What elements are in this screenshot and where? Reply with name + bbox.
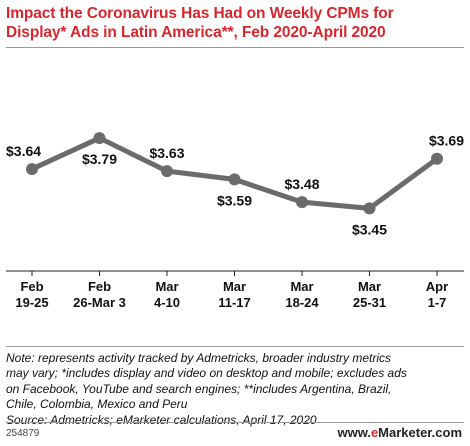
data-point <box>296 196 308 209</box>
source-line: Source: Admetricks; eMarketer calculatio… <box>6 412 317 427</box>
note-line: Note: represents activity tracked by Adm… <box>6 351 392 365</box>
x-tick-label: Apr <box>426 279 448 294</box>
note-line: Chile, Colombia, Mexico and Peru <box>6 397 188 412</box>
emarketer-logo[interactable]: www.eMarketer.com <box>337 425 462 440</box>
title-divider <box>6 47 464 48</box>
x-tick-label: Mar <box>358 279 381 294</box>
x-tick-label: 26-Mar 3 <box>73 295 126 310</box>
chart-id: 254879 <box>6 428 40 439</box>
footer-divider <box>6 422 464 423</box>
x-tick-label: Mar <box>290 279 313 294</box>
x-tick-label: 19-25 <box>15 295 48 310</box>
x-tick-label: 11-17 <box>218 295 251 310</box>
brand-e: e <box>370 425 379 440</box>
data-label: $3.64 <box>6 143 41 159</box>
x-tick-label: 1-7 <box>428 295 447 310</box>
x-tick-label: Mar <box>155 279 178 294</box>
brand-prefix: www. <box>337 425 371 440</box>
data-label: $3.69 <box>429 133 464 149</box>
note-line: may vary; *includes display and video on… <box>6 366 407 381</box>
brand-suffix: .com <box>431 425 462 440</box>
x-tick-label: 4-10 <box>154 295 180 310</box>
data-label: $3.63 <box>149 145 184 161</box>
data-point <box>431 152 443 165</box>
x-tick-label: Mar <box>223 279 246 294</box>
data-label: $3.48 <box>284 176 319 192</box>
chart-title-line-2: Display* Ads in Latin America**, Feb 202… <box>6 24 386 41</box>
x-tick-label: 18-24 <box>285 295 319 310</box>
data-point <box>363 202 376 215</box>
data-label: $3.59 <box>217 192 252 208</box>
data-point <box>228 173 241 186</box>
note-divider <box>6 346 464 347</box>
x-tick-label: 25-31 <box>353 295 386 310</box>
data-point <box>161 165 173 178</box>
data-label: $3.79 <box>82 151 117 167</box>
chart-title: Impact the Coronavirus Has Had on Weekly… <box>6 4 464 42</box>
note-line: on Facebook, YouTube and search engines;… <box>6 381 392 396</box>
x-tick-label: Feb <box>20 279 43 294</box>
data-label: $3.45 <box>352 221 387 237</box>
data-point <box>26 163 38 176</box>
data-point <box>93 132 106 145</box>
x-tick-label: Feb <box>88 279 111 294</box>
chart-title-line-1: Impact the Coronavirus Has Had on Weekly… <box>6 5 394 22</box>
chart-note: Note: represents activity tracked by Adm… <box>6 351 466 428</box>
brand-rest: Marketer <box>378 425 432 440</box>
